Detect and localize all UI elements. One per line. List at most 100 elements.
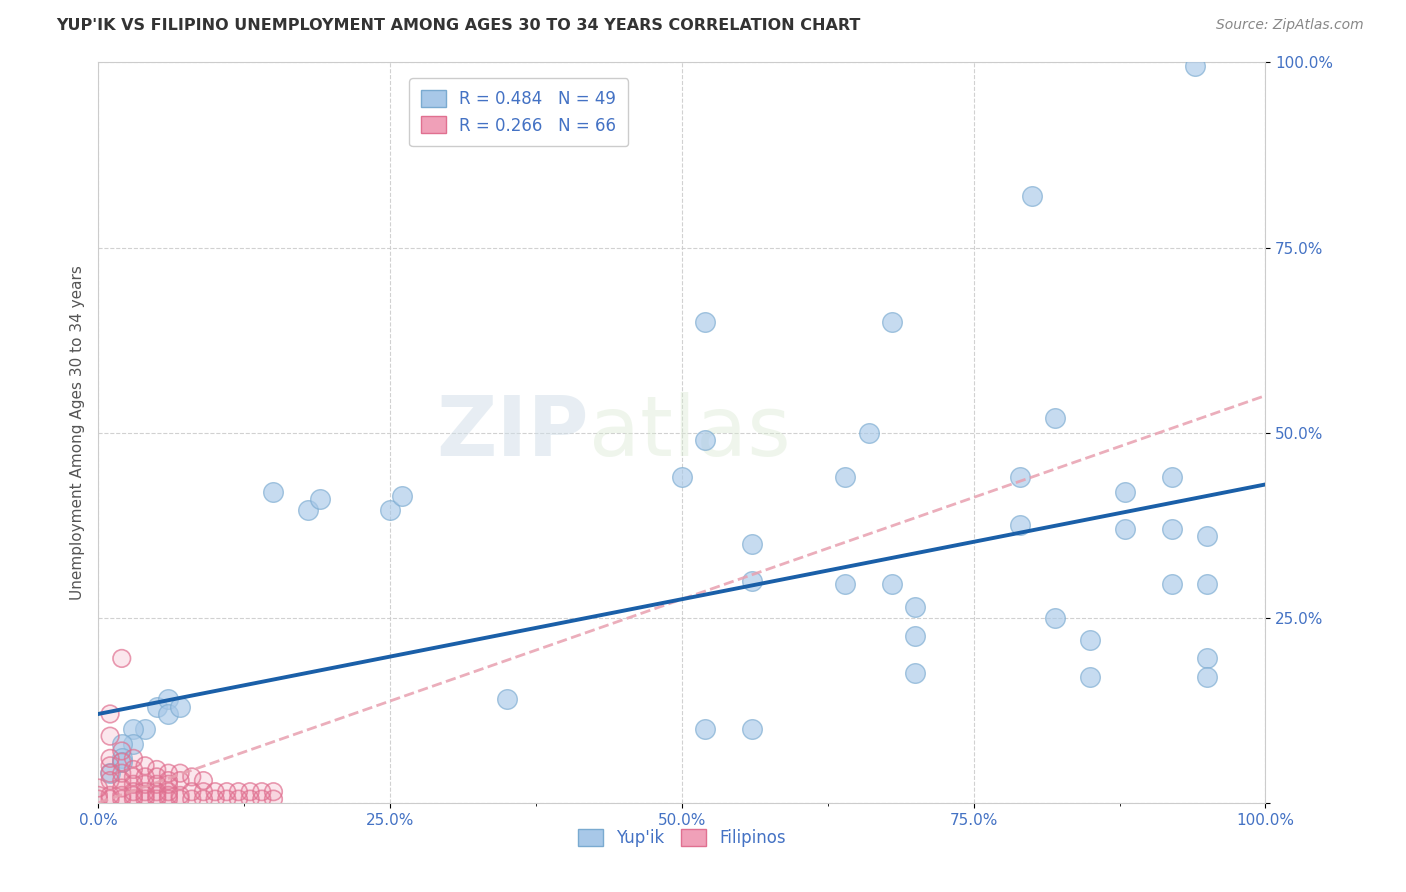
- Point: [111, 792, 134, 806]
- Point: [169, 773, 191, 788]
- Point: [1195, 651, 1218, 665]
- Point: [157, 692, 180, 706]
- Point: [146, 777, 169, 791]
- Point: [180, 792, 202, 806]
- Point: [262, 785, 284, 799]
- Point: [1080, 632, 1102, 647]
- Point: [1045, 410, 1067, 425]
- Point: [157, 789, 180, 803]
- Point: [695, 433, 717, 447]
- Point: [262, 484, 284, 499]
- Point: [250, 785, 273, 799]
- Point: [111, 744, 134, 758]
- Point: [87, 789, 110, 803]
- Point: [98, 766, 121, 780]
- Point: [1021, 188, 1043, 202]
- Point: [111, 651, 134, 665]
- Point: [134, 789, 156, 803]
- Point: [134, 770, 156, 784]
- Point: [146, 699, 169, 714]
- Point: [1161, 470, 1184, 484]
- Point: [1195, 529, 1218, 543]
- Point: [228, 785, 250, 799]
- Point: [146, 789, 169, 803]
- Point: [134, 758, 156, 772]
- Point: [180, 785, 202, 799]
- Point: [146, 763, 169, 777]
- Point: [228, 792, 250, 806]
- Point: [134, 722, 156, 736]
- Point: [98, 789, 121, 803]
- Point: [98, 766, 121, 780]
- Point: [134, 785, 156, 799]
- Point: [111, 773, 134, 788]
- Point: [297, 503, 319, 517]
- Point: [87, 780, 110, 795]
- Point: [122, 770, 145, 784]
- Point: [157, 792, 180, 806]
- Point: [111, 766, 134, 780]
- Point: [169, 792, 191, 806]
- Point: [1195, 670, 1218, 684]
- Point: [134, 777, 156, 791]
- Point: [228, 785, 250, 799]
- Point: [98, 792, 121, 806]
- Point: [111, 755, 134, 769]
- Point: [169, 789, 191, 803]
- Point: [111, 755, 134, 769]
- Point: [98, 729, 121, 743]
- Point: [309, 492, 332, 507]
- Point: [111, 766, 134, 780]
- Point: [122, 777, 145, 791]
- Point: [134, 789, 156, 803]
- Point: [215, 785, 238, 799]
- Point: [87, 789, 110, 803]
- Point: [157, 792, 180, 806]
- Point: [146, 770, 169, 784]
- Point: [204, 785, 226, 799]
- Point: [169, 766, 191, 780]
- Point: [98, 758, 121, 772]
- Point: [834, 577, 856, 591]
- Point: [169, 792, 191, 806]
- Point: [134, 792, 156, 806]
- Point: [250, 792, 273, 806]
- Point: [496, 692, 519, 706]
- Point: [122, 777, 145, 791]
- Point: [1010, 470, 1032, 484]
- Point: [122, 763, 145, 777]
- Point: [111, 780, 134, 795]
- Point: [834, 470, 856, 484]
- Point: [180, 770, 202, 784]
- Point: [157, 766, 180, 780]
- Point: [146, 792, 169, 806]
- Point: [157, 773, 180, 788]
- Point: [239, 785, 262, 799]
- Point: [122, 789, 145, 803]
- Point: [87, 792, 110, 806]
- Point: [134, 785, 156, 799]
- Point: [122, 785, 145, 799]
- Point: [111, 744, 134, 758]
- Point: [204, 785, 226, 799]
- Point: [146, 763, 169, 777]
- Point: [215, 785, 238, 799]
- Point: [134, 770, 156, 784]
- Text: ZIP: ZIP: [436, 392, 589, 473]
- Point: [111, 751, 134, 765]
- Point: [122, 737, 145, 751]
- Point: [193, 785, 215, 799]
- Point: [741, 574, 763, 588]
- Point: [111, 773, 134, 788]
- Point: [1114, 522, 1136, 536]
- Point: [98, 773, 121, 788]
- Point: [169, 773, 191, 788]
- Point: [146, 785, 169, 799]
- Point: [111, 737, 134, 751]
- Text: atlas: atlas: [589, 392, 790, 473]
- Point: [146, 792, 169, 806]
- Point: [204, 792, 226, 806]
- Point: [98, 706, 121, 721]
- Point: [169, 699, 191, 714]
- Point: [228, 792, 250, 806]
